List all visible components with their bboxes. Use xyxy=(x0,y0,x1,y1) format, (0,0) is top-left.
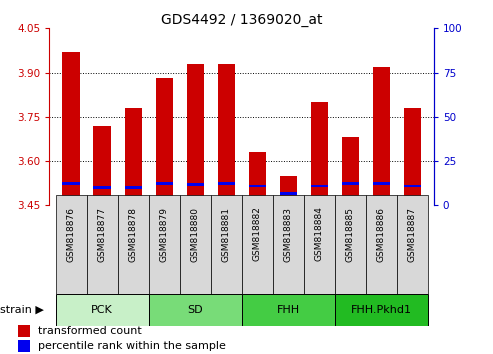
Bar xyxy=(186,183,204,186)
Bar xyxy=(335,195,366,294)
Bar xyxy=(280,176,297,205)
Bar xyxy=(342,137,358,205)
Bar xyxy=(242,195,273,294)
Text: transformed count: transformed count xyxy=(38,326,142,336)
Bar xyxy=(56,294,148,326)
Bar xyxy=(63,182,79,184)
Text: GSM818884: GSM818884 xyxy=(315,207,323,262)
Bar xyxy=(304,195,335,294)
Text: percentile rank within the sample: percentile rank within the sample xyxy=(38,341,226,351)
Bar xyxy=(311,102,328,205)
Text: GSM818881: GSM818881 xyxy=(221,207,231,262)
Bar xyxy=(125,108,141,205)
Bar xyxy=(248,185,266,188)
Title: GDS4492 / 1369020_at: GDS4492 / 1369020_at xyxy=(161,13,322,27)
Bar xyxy=(94,186,110,189)
Text: FHH.Pkhd1: FHH.Pkhd1 xyxy=(351,305,412,315)
Bar xyxy=(148,195,179,294)
Bar xyxy=(125,186,141,189)
Bar xyxy=(242,294,335,326)
Text: GSM818885: GSM818885 xyxy=(346,207,354,262)
Bar xyxy=(211,195,242,294)
Bar xyxy=(186,64,204,205)
Bar xyxy=(63,52,79,205)
Text: GSM818879: GSM818879 xyxy=(160,207,169,262)
Bar xyxy=(311,185,328,188)
Bar xyxy=(373,67,389,205)
Text: GSM818882: GSM818882 xyxy=(252,207,262,262)
Bar xyxy=(335,294,427,326)
Bar xyxy=(18,325,30,337)
Text: FHH: FHH xyxy=(277,305,300,315)
Text: GSM818886: GSM818886 xyxy=(377,207,386,262)
Text: GSM818880: GSM818880 xyxy=(191,207,200,262)
Bar xyxy=(18,340,30,353)
Bar xyxy=(217,182,235,184)
Bar xyxy=(148,294,242,326)
Bar xyxy=(155,79,173,205)
Text: GSM818877: GSM818877 xyxy=(98,207,106,262)
Bar xyxy=(117,195,148,294)
Text: PCK: PCK xyxy=(91,305,113,315)
Text: strain ▶: strain ▶ xyxy=(0,305,44,315)
Bar xyxy=(280,192,297,195)
Text: GSM818876: GSM818876 xyxy=(67,207,75,262)
Text: GSM818887: GSM818887 xyxy=(408,207,417,262)
Bar xyxy=(155,182,173,184)
Bar xyxy=(397,195,427,294)
Bar xyxy=(56,195,86,294)
Bar xyxy=(94,126,110,205)
Bar xyxy=(248,152,266,205)
Bar xyxy=(86,195,117,294)
Bar xyxy=(217,64,235,205)
Text: GSM818883: GSM818883 xyxy=(283,207,292,262)
Text: GSM818878: GSM818878 xyxy=(129,207,138,262)
Bar xyxy=(404,108,421,205)
Bar xyxy=(342,182,358,184)
Bar xyxy=(373,182,389,184)
Bar xyxy=(273,195,304,294)
Bar xyxy=(179,195,211,294)
Bar xyxy=(404,185,421,188)
Text: SD: SD xyxy=(187,305,203,315)
Bar xyxy=(366,195,397,294)
